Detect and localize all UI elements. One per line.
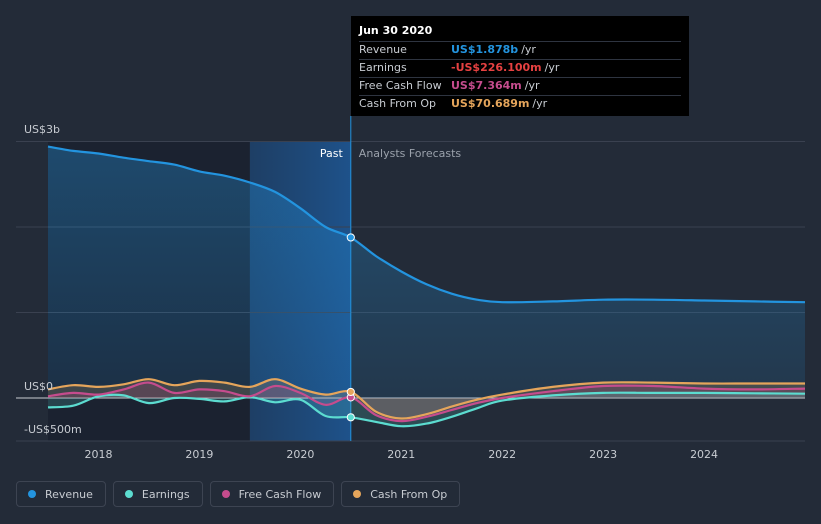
tooltip-value: US$1.878b	[451, 43, 519, 56]
x-tick-label: 2022	[488, 448, 516, 461]
x-tick-label: 2021	[387, 448, 415, 461]
tooltip-value: -US$226.100m	[451, 61, 542, 74]
forecast-label: Analysts Forecasts	[359, 147, 462, 160]
x-tick-label: 2019	[185, 448, 213, 461]
tooltip-title: Jun 30 2020	[359, 24, 433, 37]
legend-label: Revenue	[45, 487, 93, 501]
legend-item-free-cash-flow[interactable]: Free Cash Flow	[209, 481, 335, 507]
x-tick-label: 2024	[690, 448, 718, 461]
earnings-area	[48, 392, 805, 427]
cash-from-op-marker	[346, 387, 355, 397]
legend-item-cash-from-op[interactable]: Cash From Op	[341, 481, 461, 507]
legend-item-revenue[interactable]: Revenue	[16, 481, 106, 507]
earnings-marker	[346, 413, 355, 422]
legend-dot	[221, 490, 230, 498]
x-tick-label: 2020	[286, 448, 314, 461]
tooltip-row-cash-from-op: Cash From Op US$70.689m /yr	[359, 95, 681, 113]
legend-dot	[124, 490, 133, 498]
tooltip-unit: /yr	[532, 97, 548, 110]
y-tick-label: -US$500m	[24, 423, 82, 436]
tooltip-row-free-cash-flow: Free Cash Flow US$7.364m /yr	[359, 77, 681, 95]
past-label: Past	[320, 147, 344, 160]
legend-label: Free Cash Flow	[238, 487, 322, 501]
legend-label: Cash From Op	[370, 487, 448, 501]
tooltip-unit: /yr	[544, 61, 560, 74]
cash-from-op-area	[48, 379, 805, 419]
legend: Revenue Earnings Free Cash Flow Cash Fro…	[16, 481, 461, 507]
legend-dot	[28, 490, 36, 498]
x-tick-label: 2018	[84, 448, 112, 461]
tooltip-unit: /yr	[524, 79, 540, 92]
y-tick-label: US$0	[24, 380, 53, 393]
tooltip-label: Revenue	[359, 43, 407, 56]
legend-dot	[353, 490, 362, 498]
tooltip-label: Earnings	[359, 61, 407, 74]
revenue-area	[48, 146, 805, 398]
tooltip-value: US$70.689m	[451, 97, 530, 110]
legend-item-earnings[interactable]: Earnings	[112, 481, 203, 507]
tooltip-label: Free Cash Flow	[359, 79, 442, 92]
tooltip-label: Cash From Op	[359, 97, 437, 110]
tooltip-row-earnings: Earnings -US$226.100m /yr	[359, 59, 681, 77]
x-tick-label: 2023	[589, 448, 617, 461]
y-tick-label: US$3b	[24, 123, 60, 136]
legend-label: Earnings	[141, 487, 190, 501]
tooltip-value: US$7.364m	[451, 79, 522, 92]
revenue-marker	[346, 233, 355, 242]
tooltip: Jun 30 2020 Revenue US$1.878b /yr Earnin…	[351, 16, 689, 116]
tooltip-unit: /yr	[521, 43, 536, 56]
tooltip-row-revenue: Revenue US$1.878b /yr	[359, 41, 681, 59]
